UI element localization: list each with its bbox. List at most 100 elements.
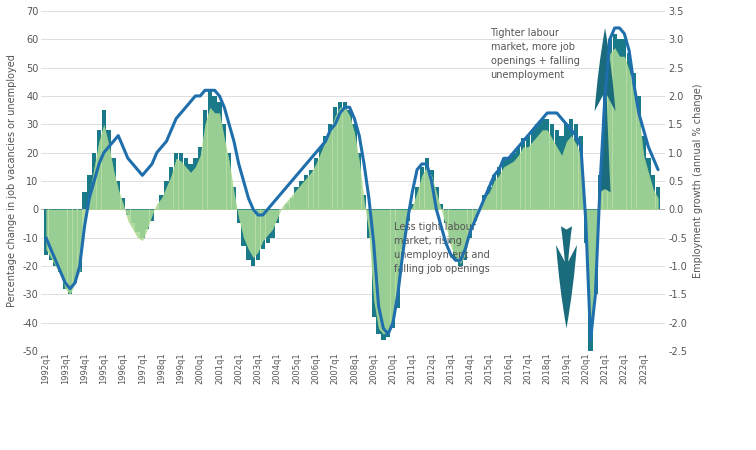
- Bar: [395, 209, 400, 309]
- Bar: [502, 158, 506, 209]
- Bar: [285, 204, 289, 209]
- Bar: [425, 158, 429, 209]
- Bar: [429, 170, 434, 209]
- Bar: [174, 153, 178, 209]
- Bar: [386, 209, 390, 337]
- Bar: [367, 209, 371, 238]
- Bar: [121, 198, 125, 209]
- Bar: [54, 209, 57, 266]
- Bar: [92, 153, 96, 209]
- Bar: [150, 209, 154, 220]
- Bar: [439, 204, 443, 209]
- Bar: [410, 204, 414, 209]
- Bar: [309, 170, 313, 209]
- Bar: [511, 153, 516, 209]
- Bar: [111, 158, 116, 209]
- Bar: [246, 209, 250, 260]
- Bar: [125, 209, 130, 215]
- Bar: [304, 176, 308, 209]
- Bar: [618, 39, 621, 209]
- Bar: [579, 135, 583, 209]
- Bar: [198, 147, 203, 209]
- Bar: [391, 209, 395, 328]
- Bar: [541, 119, 544, 209]
- Bar: [145, 209, 150, 229]
- Bar: [188, 164, 193, 209]
- Bar: [241, 209, 246, 246]
- Bar: [401, 209, 404, 249]
- Bar: [646, 158, 651, 209]
- Bar: [318, 147, 323, 209]
- Bar: [44, 209, 48, 255]
- Bar: [569, 119, 574, 209]
- Bar: [434, 187, 438, 209]
- Bar: [454, 209, 458, 260]
- Bar: [217, 102, 222, 209]
- Bar: [521, 139, 525, 209]
- Bar: [651, 176, 655, 209]
- Bar: [58, 209, 63, 272]
- Bar: [405, 209, 410, 220]
- Bar: [256, 209, 260, 260]
- Bar: [637, 96, 641, 209]
- Bar: [559, 135, 564, 209]
- Bar: [227, 153, 231, 209]
- Bar: [101, 110, 106, 209]
- Bar: [164, 181, 169, 209]
- Bar: [376, 209, 381, 334]
- Bar: [338, 102, 342, 209]
- Bar: [574, 124, 578, 209]
- Bar: [169, 167, 173, 209]
- Bar: [584, 209, 588, 243]
- Bar: [48, 209, 53, 260]
- Bar: [555, 130, 559, 209]
- Bar: [299, 181, 304, 209]
- Bar: [194, 158, 197, 209]
- Bar: [531, 130, 535, 209]
- Bar: [550, 124, 554, 209]
- Bar: [525, 135, 530, 209]
- Bar: [275, 209, 280, 224]
- Bar: [641, 135, 646, 209]
- Bar: [140, 209, 144, 238]
- Bar: [487, 187, 491, 209]
- Bar: [588, 209, 593, 351]
- Bar: [78, 209, 82, 272]
- Y-axis label: Employment growth (annual % change): Employment growth (annual % change): [692, 84, 702, 278]
- Bar: [116, 181, 120, 209]
- Bar: [468, 209, 472, 238]
- Bar: [656, 187, 660, 209]
- Bar: [627, 54, 631, 209]
- Bar: [535, 124, 540, 209]
- Bar: [381, 209, 386, 340]
- Bar: [516, 147, 520, 209]
- Bar: [352, 124, 357, 209]
- Bar: [593, 209, 597, 294]
- Bar: [261, 209, 265, 249]
- Bar: [222, 124, 227, 209]
- Text: Less tight labour
market, rising
unemployment and
falling job openings: Less tight labour market, rising unemplo…: [394, 222, 490, 274]
- Bar: [598, 176, 603, 209]
- Bar: [348, 110, 352, 209]
- Bar: [371, 209, 376, 317]
- Bar: [415, 187, 420, 209]
- Bar: [82, 192, 87, 209]
- Bar: [333, 107, 337, 209]
- Bar: [564, 124, 569, 209]
- Bar: [63, 209, 67, 288]
- Bar: [251, 209, 256, 266]
- Bar: [97, 130, 101, 209]
- Bar: [107, 130, 111, 209]
- Bar: [492, 176, 497, 209]
- Bar: [184, 158, 188, 209]
- Bar: [208, 90, 212, 209]
- Bar: [212, 96, 217, 209]
- Bar: [294, 187, 299, 209]
- Bar: [73, 209, 77, 283]
- Bar: [131, 209, 135, 224]
- Bar: [448, 209, 453, 243]
- Bar: [68, 209, 73, 294]
- Bar: [420, 167, 424, 209]
- Bar: [612, 34, 617, 209]
- Bar: [362, 195, 366, 209]
